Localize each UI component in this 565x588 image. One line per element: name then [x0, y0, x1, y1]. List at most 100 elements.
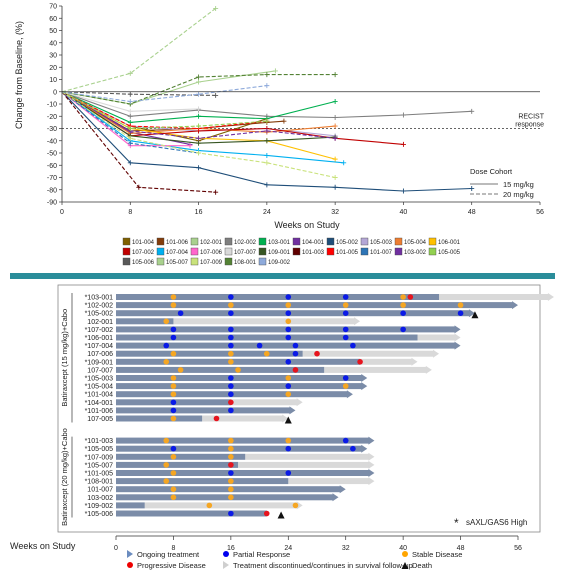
legend-swatch-101-005 [326, 247, 335, 256]
event-marker-SD [285, 375, 292, 381]
legend-swatch-103-002 [394, 247, 403, 256]
series-point-108-001 [332, 72, 338, 78]
event-marker-PR [228, 326, 234, 333]
legend-label-107-009: 107-009 [200, 260, 223, 266]
legend-marker [401, 562, 409, 569]
event-marker-PD [228, 462, 234, 468]
swimmer-row-label: *105-005 [85, 446, 114, 453]
swimmer-row-label: *109-002 [85, 503, 114, 510]
treatment-bar [116, 310, 470, 317]
series-point-107-007 [127, 108, 133, 114]
legend-swatch-104-001 [292, 237, 301, 246]
followup-bar [417, 334, 456, 341]
treatment-bar [116, 318, 174, 325]
series-point-105-007 [213, 5, 219, 11]
event-marker-SD [170, 383, 177, 389]
series-line-105-007 [61, 7, 216, 93]
legend-label-105-003: 105-003 [370, 240, 393, 246]
swimmer-row-101-003: *101-003 [85, 436, 375, 445]
event-marker-PR [285, 445, 292, 452]
event-marker-PR [350, 445, 356, 452]
spider-y-tick-label: -80 [47, 187, 57, 194]
series-point-103-001 [196, 113, 202, 119]
followup-bar [288, 478, 370, 485]
legend-swatch-105-006 [122, 257, 131, 266]
legend-label-102-001: 102-001 [200, 240, 223, 246]
series-point-102-002 [332, 114, 338, 120]
event-marker-PR [285, 359, 292, 365]
legend-label-103-002: 103-002 [404, 250, 427, 256]
event-marker-PR [350, 342, 356, 349]
event-marker-PR [228, 391, 234, 398]
series-point-102-001 [272, 68, 278, 74]
legend-label-109-002: 109-002 [268, 260, 291, 266]
event-marker-SD [170, 375, 177, 381]
series-point-107-002 [400, 141, 406, 147]
series-point-109-002 [264, 83, 270, 89]
series-point-105-006 [213, 92, 219, 98]
event-marker-SD [163, 462, 170, 468]
event-marker-SD [400, 302, 406, 308]
event-marker-PR [285, 470, 292, 476]
swimmer-row-label: *101-003 [85, 438, 114, 445]
swimmer-row-label: *101-006 [85, 408, 114, 415]
treatment-bar [116, 453, 246, 460]
series-point-107-006 [187, 143, 193, 149]
swimmer-row-105-002: *105-002 [85, 309, 479, 319]
swimmer-row-107-002: *107-002 [85, 325, 461, 334]
treatment-bar [116, 334, 418, 341]
series-point-107-009 [332, 175, 338, 180]
legend-label-107-006: 107-006 [200, 250, 223, 256]
followup-arrow [411, 357, 418, 366]
event-marker-PR [170, 399, 177, 406]
event-marker-SD [235, 367, 241, 373]
swimmer-row-103-002: 103-002 [87, 493, 339, 502]
series-point-107-004 [264, 152, 270, 158]
swimmer-row-105-004: *105-004 [85, 382, 368, 391]
swimmer-plot: *103-001*102-002*105-002102-001*107-002*… [10, 284, 554, 570]
ongoing-arrow [361, 382, 368, 391]
legend-label-105-006: 105-006 [132, 260, 155, 266]
event-marker-PR [228, 310, 234, 317]
followup-arrow [454, 333, 461, 342]
event-marker-SD [292, 502, 299, 509]
series-line-102-001 [61, 70, 276, 105]
swimmer-row-101-004: *101-004 [85, 390, 353, 399]
treatment-bar [116, 415, 203, 422]
swimmer-x-tick-label: 56 [514, 545, 522, 552]
event-marker-PR [342, 294, 349, 300]
event-marker-SD [400, 294, 406, 300]
legend-swatch-102-002 [224, 237, 233, 246]
followup-bar [245, 453, 370, 460]
swimmer-row-108-001: *108-001 [85, 477, 375, 486]
legend-swatch-105-002 [326, 237, 335, 246]
swimmer-row-label: *105-006 [85, 511, 114, 518]
treatment-bar [116, 461, 239, 468]
event-marker-PR [170, 445, 177, 452]
event-marker-SD [170, 454, 177, 460]
followup-arrow [425, 365, 432, 374]
event-marker-PR [285, 334, 292, 341]
dose-legend-title: Dose Cohort [470, 167, 513, 176]
legend-label-103-001: 103-001 [268, 240, 291, 246]
treatment-bar [116, 478, 289, 485]
legend-label-101-006: 101-006 [166, 240, 189, 246]
swimmer-row-107-009: *107-009 [85, 452, 375, 461]
legend-swatch-109-002 [258, 257, 267, 266]
legend-label-101-005: 101-005 [336, 250, 359, 256]
ongoing-arrow [361, 444, 368, 453]
legend-label: Partial Response [233, 550, 290, 559]
series-point-105-002 [469, 186, 475, 192]
death-marker [471, 311, 479, 319]
series-point-105-005 [196, 123, 202, 129]
followup-arrow [433, 349, 440, 358]
series-point-102-001 [196, 79, 202, 85]
event-marker-PD [314, 350, 320, 357]
swimmer-x-tick-label: 32 [342, 545, 350, 552]
event-marker-PD [228, 399, 234, 406]
followup-bar [173, 318, 356, 325]
legend-label-106-001: 106-001 [438, 240, 461, 246]
series-point-105-005 [264, 118, 270, 124]
